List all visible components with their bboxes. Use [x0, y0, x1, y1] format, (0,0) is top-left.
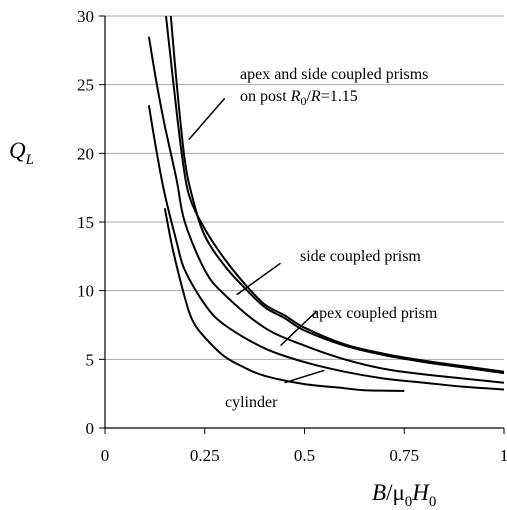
- annotation-side-coupled: side coupled prism: [300, 248, 421, 265]
- x-tick-label: 0: [101, 446, 110, 465]
- y-tick-label: 15: [77, 213, 94, 232]
- y-tick-label: 5: [86, 350, 95, 369]
- y-tick-label: 0: [86, 419, 95, 438]
- axes: [99, 15, 505, 434]
- y-tick-label: 25: [77, 76, 94, 95]
- x-tick-label: 1: [500, 446, 507, 465]
- y-axis-label: QL: [9, 138, 34, 168]
- annotation-leader-0: [188, 97, 226, 141]
- annotation-apex-side-line2: on post R0/R=1.15: [240, 88, 358, 108]
- y-tick-label: 30: [77, 7, 94, 26]
- series-line-4: [169, 15, 505, 375]
- series-line-1: [147, 105, 505, 391]
- y-tick-label: 10: [77, 282, 94, 301]
- series-line-3: [165, 15, 505, 373]
- annotation-leader-3: [284, 369, 325, 384]
- series-line-0: [163, 208, 405, 392]
- tick-labels: 0 5 10 15 20 25 30 0 0.25 0.5 0.75 1: [77, 7, 507, 465]
- x-tick-label: 0.25: [190, 446, 220, 465]
- x-tick-label: 0.5: [294, 446, 315, 465]
- x-axis-label: B/μ0H0: [372, 480, 436, 510]
- annotation-leader-1: [236, 262, 281, 296]
- series-line-2: [147, 36, 505, 384]
- annotation-leaders: [188, 97, 325, 384]
- x-tick-label: 0.75: [389, 446, 419, 465]
- annotation-apex-side-line1: apex and side coupled prisms: [240, 66, 428, 83]
- annotation-cylinder: cylinder: [225, 394, 278, 411]
- annotation-leader-2: [280, 310, 317, 347]
- series-lines: [147, 15, 505, 392]
- y-tick-label: 20: [77, 144, 94, 163]
- annotation-apex-coupled: apex coupled prism: [312, 305, 438, 322]
